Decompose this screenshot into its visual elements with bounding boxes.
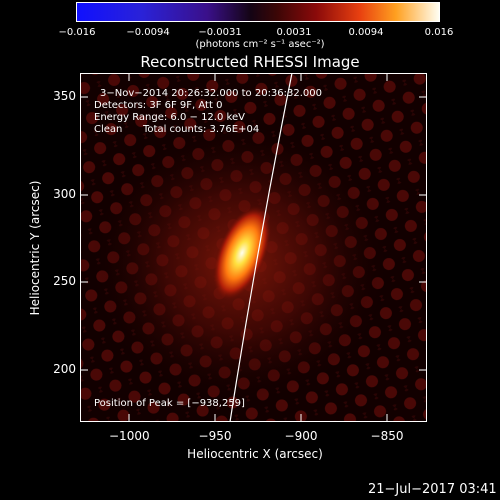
- flare-source: [212, 205, 272, 301]
- colorbar-tick-label: −0.016: [58, 27, 96, 38]
- colorbar: [76, 2, 440, 22]
- footer-timestamp: 21−Jul−2017 03:41: [368, 482, 497, 497]
- colorbar-tick-label: 0.016: [424, 27, 454, 38]
- colorbar-tick-label: −0.0094: [126, 27, 170, 38]
- info-energy-range: Energy Range: 6.0 − 12.0 keV: [94, 112, 245, 123]
- info-algorithm: Clean: [94, 124, 123, 135]
- colorbar-tick-label: 0.0031: [276, 27, 312, 38]
- colorbar-tick-label: −0.0031: [198, 27, 242, 38]
- image-panel: [80, 73, 427, 422]
- x-axis-label: Heliocentric X (arcsec): [187, 447, 323, 461]
- y-tick-label: 250: [53, 274, 76, 288]
- colorbar-gradient: [76, 2, 440, 22]
- y-tick-label: 350: [53, 89, 76, 103]
- x-tick-label: −950: [198, 429, 232, 443]
- solar-limb-line: [229, 73, 293, 422]
- x-tick-label: −900: [284, 429, 318, 443]
- rhessi-image: [80, 73, 427, 422]
- x-tick-label: −1000: [109, 429, 150, 443]
- image-title: Reconstructed RHESSI Image: [140, 53, 360, 71]
- info-detectors: Detectors: 3F 6F 9F, Att 0: [94, 100, 223, 111]
- y-tick-label: 300: [53, 187, 76, 201]
- y-tick-label: 200: [53, 362, 76, 376]
- colorbar-tick-label: 0.0094: [348, 27, 384, 38]
- x-tick-label: −850: [370, 429, 404, 443]
- info-time-range: 3−Nov−2014 20:26:32.000 to 20:36:32.000: [100, 88, 323, 99]
- peak-position-label: Position of Peak = [−938,259]: [94, 398, 245, 409]
- plot-frame: [80, 73, 427, 422]
- colorbar-units: (photons cm⁻² s⁻¹ asec⁻²): [195, 39, 325, 50]
- y-axis-label: Heliocentric Y (arcsec): [28, 180, 42, 316]
- info-total-counts: Total counts: 3.76E+04: [143, 124, 260, 135]
